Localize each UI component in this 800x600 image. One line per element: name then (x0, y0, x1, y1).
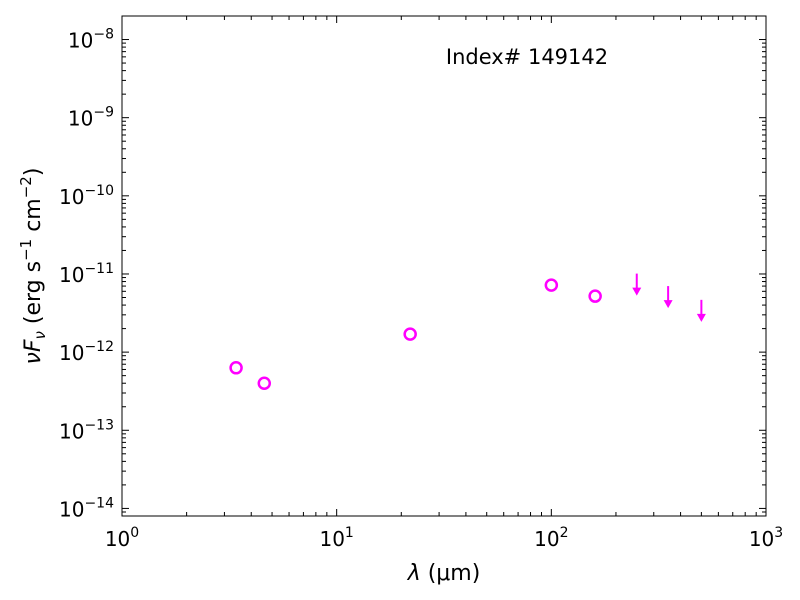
data-point (544, 278, 559, 292)
x-tick-label: 102 (534, 525, 568, 551)
data-point (588, 289, 602, 303)
x-axis-label: λ (μm) (407, 561, 481, 586)
x-tick-label-base: 10 (534, 527, 559, 551)
data-point (257, 376, 272, 390)
x-tick-label: 100 (105, 525, 139, 551)
y-tick-label-exponent: −13 (84, 417, 114, 433)
y-tick-label-base: 10 (59, 263, 84, 287)
y-tick-label-base: 10 (59, 497, 84, 521)
upper-limit-arrow-head (663, 300, 673, 309)
y-tick-label: 10−8 (68, 27, 114, 53)
upper-limit-arrow-head (696, 313, 706, 322)
y-tick-label-exponent: −12 (84, 339, 114, 355)
y-tick-label-base: 10 (59, 419, 84, 443)
upper-limit-arrow (663, 286, 673, 309)
x-tick-label-exponent: 0 (130, 525, 139, 541)
x-tick-label: 101 (319, 525, 353, 551)
axis-ticks: 100 101 102 10310−1410−1310−1210−1110−1010−… (59, 16, 783, 551)
data-point (229, 361, 243, 375)
data-point (403, 327, 417, 341)
y-tick-label: 10−14 (59, 495, 114, 521)
y-tick-label: 10−12 (59, 339, 114, 365)
upper-limit-arrow (696, 299, 706, 322)
y-tick-label-exponent: −11 (84, 261, 114, 277)
y-axis-label-exp2: −2 (17, 176, 35, 198)
y-tick-label-exponent: −8 (93, 27, 114, 43)
x-axis-label-symbol: λ (407, 561, 421, 586)
index-annotation: Index# 149142 (446, 45, 608, 69)
y-tick-label-exponent: −9 (93, 105, 114, 121)
upper-limit-arrow (632, 273, 642, 296)
x-tick-label-base: 10 (749, 527, 774, 551)
y-tick-label-exponent: −10 (84, 183, 114, 199)
y-tick-label: 10−13 (59, 417, 114, 443)
y-tick-label-base: 10 (59, 341, 84, 365)
x-axis-label-unit: (μm) (421, 561, 481, 586)
x-tick-label: 103 (749, 525, 783, 551)
y-tick-label: 10−9 (68, 105, 114, 131)
y-tick-label: 10−10 (59, 183, 114, 209)
x-tick-label-exponent: 2 (560, 525, 569, 541)
y-tick-label-base: 10 (68, 107, 93, 131)
x-tick-label-base: 10 (319, 527, 344, 551)
y-axis-label: νFν (erg s−1 cm−2) (17, 168, 49, 365)
data-marks (229, 273, 706, 390)
upper-limit-arrow-head (632, 287, 642, 296)
y-tick-label: 10−11 (59, 261, 114, 287)
y-tick-label-base: 10 (59, 185, 84, 209)
y-tick-label-base: 10 (68, 29, 93, 53)
y-axis-label-text2: cm (21, 198, 46, 239)
y-axis-label-sub: ν (31, 331, 49, 339)
y-axis-label-nu: ν (21, 352, 46, 364)
y-axis-label-f: F (21, 339, 46, 352)
y-axis-label-text1: (erg s (21, 261, 46, 331)
plot-frame (121, 15, 767, 517)
x-tick-label-base: 10 (105, 527, 130, 551)
x-tick-label-exponent: 1 (345, 525, 354, 541)
y-axis-label-exp1: −1 (17, 239, 35, 261)
x-tick-label-exponent: 3 (774, 525, 783, 541)
y-axis-label-text3: ) (21, 168, 46, 177)
y-tick-label-exponent: −14 (84, 495, 114, 511)
